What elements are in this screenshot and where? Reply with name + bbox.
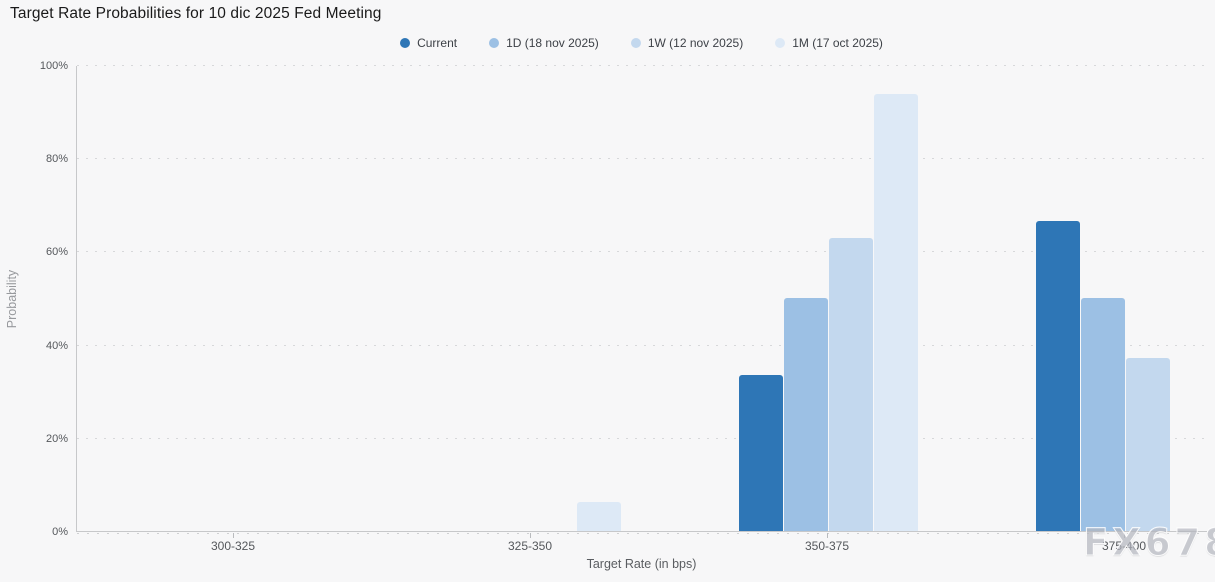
y-tick-label: 20% — [45, 432, 68, 445]
x-tick-mark — [233, 533, 234, 538]
x-tick-mark — [530, 533, 531, 538]
x-tick-mark — [1124, 533, 1125, 538]
bar-current-350-375[interactable] — [739, 375, 783, 531]
legend-item-1m[interactable]: 1M (17 oct 2025) — [775, 36, 883, 50]
x-tick-mark — [827, 533, 828, 538]
gridline-80% — [77, 158, 1207, 160]
gridline-20% — [77, 437, 1207, 439]
bar-current-375-400[interactable] — [1036, 220, 1080, 531]
legend-item-1w[interactable]: 1W (12 nov 2025) — [630, 36, 744, 50]
x-tick-label: 350-375 — [804, 539, 850, 553]
y-tick-label: 60% — [45, 246, 68, 259]
bar-1m-350-375[interactable] — [874, 94, 918, 531]
bar-1w-375-400[interactable] — [1126, 357, 1170, 531]
y-axis-tick-labels: 0% 20% 40% 60% 80% 100% — [22, 60, 68, 538]
legend-item-current[interactable]: Current — [400, 36, 457, 50]
legend-label: 1D (18 nov 2025) — [506, 36, 599, 50]
bar-1w-350-375[interactable] — [829, 238, 873, 531]
legend-label: 1W (12 nov 2025) — [647, 36, 744, 50]
legend-item-1d[interactable]: 1D (18 nov 2025) — [489, 36, 599, 50]
gridline-100% — [77, 65, 1207, 66]
y-tick-label: 100% — [39, 60, 68, 72]
legend-label: 1M (17 oct 2025) — [792, 36, 883, 50]
legend-swatch-icon — [400, 38, 411, 48]
x-tick-label: 375-400 — [1101, 539, 1147, 553]
bar-1d-350-375[interactable] — [784, 297, 828, 531]
bar-1d-375-400[interactable] — [1081, 298, 1125, 531]
legend-swatch-icon — [630, 38, 641, 48]
chart-title: Target Rate Probabilities for 10 dic 202… — [10, 5, 382, 22]
legend: Current 1D (18 nov 2025) 1W (12 nov 2025) 1… — [76, 36, 1207, 50]
legend-swatch-icon — [775, 38, 786, 48]
bar-1m-325-350[interactable] — [577, 501, 621, 531]
y-tick-label: 0% — [52, 526, 68, 538]
x-axis-title: Target Rate (in bps) — [586, 557, 697, 571]
y-axis-title: Probability — [5, 269, 19, 329]
plot-area — [76, 65, 1208, 535]
y-tick-label: 40% — [45, 339, 68, 352]
gridline-60% — [77, 251, 1207, 253]
legend-label: Current — [417, 36, 458, 50]
x-tick-label: 300-325 — [210, 539, 256, 553]
legend-swatch-icon — [489, 38, 500, 48]
y-tick-label: 80% — [45, 153, 68, 166]
gridline-40% — [77, 344, 1207, 346]
x-tick-label: 325-350 — [507, 539, 553, 553]
